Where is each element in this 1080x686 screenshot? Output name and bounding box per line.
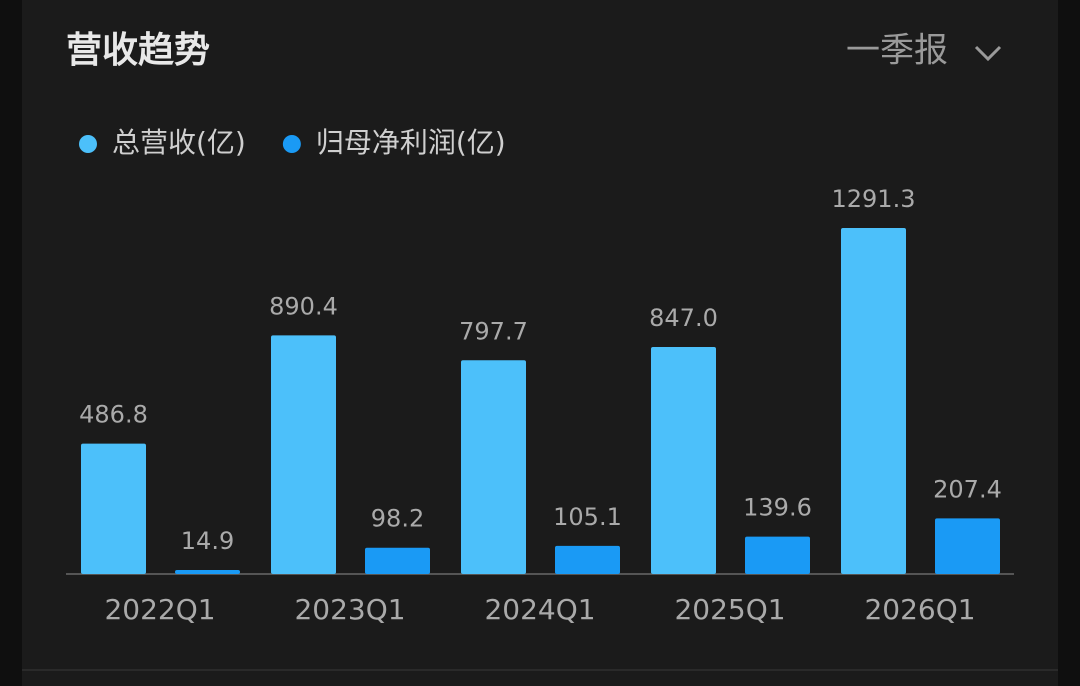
bar xyxy=(271,335,336,574)
value-label: 890.4 xyxy=(269,292,338,320)
dropdown-label[interactable]: 一季报 xyxy=(846,31,948,71)
legend-marker xyxy=(79,135,97,153)
bar xyxy=(461,360,526,574)
bar xyxy=(841,228,906,574)
bar xyxy=(81,443,146,574)
bar xyxy=(935,518,1000,574)
bar xyxy=(651,347,716,574)
value-label: 797.7 xyxy=(459,317,528,345)
value-label: 14.9 xyxy=(181,527,234,555)
value-label: 847.0 xyxy=(649,304,718,332)
bar xyxy=(175,570,240,574)
x-tick-label: 2024Q1 xyxy=(484,593,595,626)
card-title: 营收趋势 xyxy=(66,30,210,71)
x-tick-label: 2025Q1 xyxy=(674,593,785,626)
value-label: 486.8 xyxy=(79,401,148,429)
value-label: 1291.3 xyxy=(832,185,916,213)
legend-marker xyxy=(282,135,301,153)
x-tick-label: 2026Q1 xyxy=(864,593,975,626)
x-tick-label: 2022Q1 xyxy=(104,593,215,626)
value-label: 105.1 xyxy=(553,503,622,531)
legend-label: 总营收(亿) xyxy=(112,126,246,159)
chevron[interactable] xyxy=(974,45,1002,62)
value-label: 98.2 xyxy=(371,505,424,533)
bar xyxy=(555,545,620,574)
value-label: 207.4 xyxy=(933,475,1002,503)
period-dropdown[interactable]: 一季报 xyxy=(846,31,1002,71)
legend-label: 归母净利润(亿) xyxy=(316,126,506,159)
bar xyxy=(365,547,430,574)
value-label: 139.6 xyxy=(743,494,812,522)
bar xyxy=(745,536,810,574)
x-tick-label: 2023Q1 xyxy=(294,593,405,626)
